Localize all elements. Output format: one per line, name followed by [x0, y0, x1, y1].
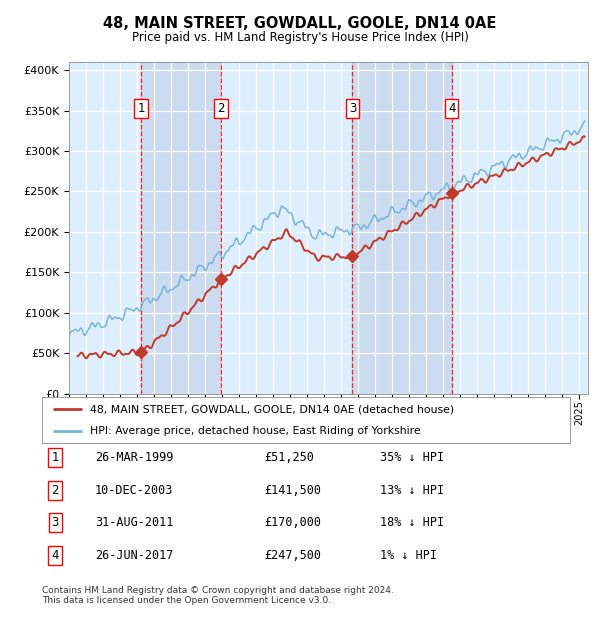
- Text: £141,500: £141,500: [264, 484, 321, 497]
- Text: 1: 1: [52, 451, 59, 464]
- Text: 26-JUN-2017: 26-JUN-2017: [95, 549, 173, 562]
- Text: HPI: Average price, detached house, East Riding of Yorkshire: HPI: Average price, detached house, East…: [89, 426, 420, 436]
- Text: 4: 4: [52, 549, 59, 562]
- Text: Contains HM Land Registry data © Crown copyright and database right 2024.
This d: Contains HM Land Registry data © Crown c…: [42, 586, 394, 605]
- Text: 4: 4: [448, 102, 455, 115]
- Text: 35% ↓ HPI: 35% ↓ HPI: [380, 451, 444, 464]
- Text: £170,000: £170,000: [264, 516, 321, 529]
- Text: Price paid vs. HM Land Registry's House Price Index (HPI): Price paid vs. HM Land Registry's House …: [131, 31, 469, 44]
- Text: 18% ↓ HPI: 18% ↓ HPI: [380, 516, 444, 529]
- Text: 3: 3: [349, 102, 356, 115]
- Text: 48, MAIN STREET, GOWDALL, GOOLE, DN14 0AE (detached house): 48, MAIN STREET, GOWDALL, GOOLE, DN14 0A…: [89, 404, 454, 414]
- Text: 26-MAR-1999: 26-MAR-1999: [95, 451, 173, 464]
- Text: 13% ↓ HPI: 13% ↓ HPI: [380, 484, 444, 497]
- Text: 48, MAIN STREET, GOWDALL, GOOLE, DN14 0AE: 48, MAIN STREET, GOWDALL, GOOLE, DN14 0A…: [103, 16, 497, 30]
- Text: £51,250: £51,250: [264, 451, 314, 464]
- Text: 10-DEC-2003: 10-DEC-2003: [95, 484, 173, 497]
- Text: 2: 2: [217, 102, 225, 115]
- Text: 31-AUG-2011: 31-AUG-2011: [95, 516, 173, 529]
- Text: £247,500: £247,500: [264, 549, 321, 562]
- Text: 1: 1: [137, 102, 145, 115]
- Bar: [352, 62, 452, 394]
- Text: 1% ↓ HPI: 1% ↓ HPI: [380, 549, 437, 562]
- Bar: [141, 62, 221, 394]
- Text: 3: 3: [52, 516, 59, 529]
- Text: 2: 2: [52, 484, 59, 497]
